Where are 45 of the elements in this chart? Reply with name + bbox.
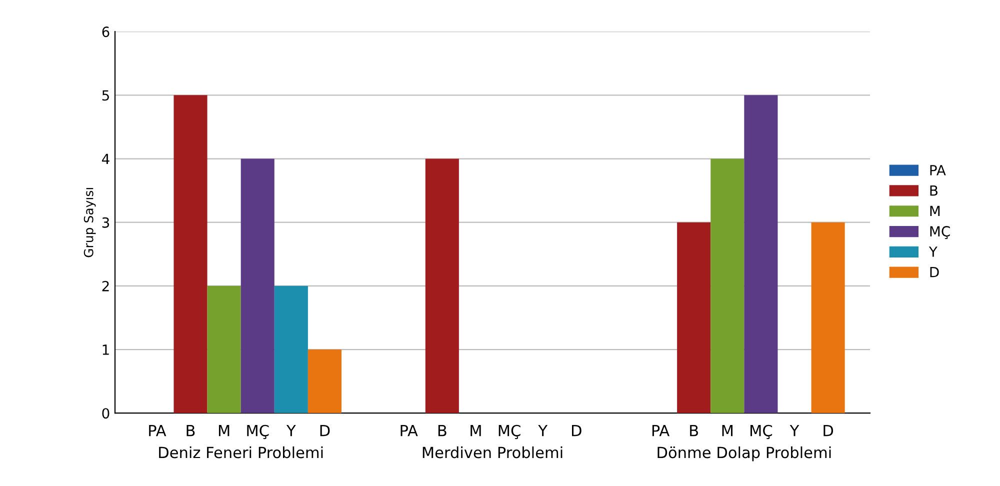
legend-label: B (930, 185, 938, 196)
y-tick-label: 6 (102, 26, 110, 38)
text: D (572, 425, 582, 436)
text: MÇ (498, 424, 520, 440)
bar (425, 158, 459, 414)
bar (274, 286, 308, 414)
text: MÇ (750, 424, 772, 440)
y-tick-label: 2 (102, 280, 109, 292)
legend-label: D (930, 267, 939, 278)
text: D (320, 425, 330, 436)
bar (207, 286, 241, 414)
y-tick-label: 1 (102, 344, 109, 355)
text: B (438, 425, 446, 436)
x-tick-label: Dönme Dolap Problemi (658, 446, 831, 462)
text: MÇ (247, 424, 269, 440)
legend-label: PA (930, 165, 946, 176)
text: D (824, 425, 834, 436)
legend-label: MÇ (930, 226, 950, 240)
legend-label: Y (928, 246, 938, 257)
text: B (186, 425, 195, 436)
text: Y (790, 425, 800, 436)
bar (710, 158, 744, 414)
y-tick-label: 5 (102, 90, 109, 101)
x-tick-label: Merdiven Problemi (422, 446, 562, 458)
text: M (722, 425, 732, 436)
bar (240, 158, 274, 414)
bar (744, 95, 778, 414)
bar (308, 350, 342, 414)
y-tick-label: 3 (102, 217, 110, 228)
text: PA (149, 425, 166, 436)
legend-label: M (930, 206, 940, 216)
y-axis-title: Grup Sayısı (84, 188, 96, 258)
text: Y (286, 425, 296, 436)
text: M (470, 425, 481, 436)
text: PA (400, 425, 418, 436)
bar (811, 222, 845, 414)
bar (677, 222, 711, 414)
text: Y (538, 425, 548, 436)
text: B (690, 425, 698, 436)
y-tick-label: 0 (102, 408, 110, 419)
text: PA (652, 425, 670, 436)
bar (174, 95, 208, 414)
text: M (218, 425, 230, 436)
x-tick-label: Deniz Feneri Problemi (159, 446, 323, 458)
y-tick-label: 4 (102, 154, 110, 164)
